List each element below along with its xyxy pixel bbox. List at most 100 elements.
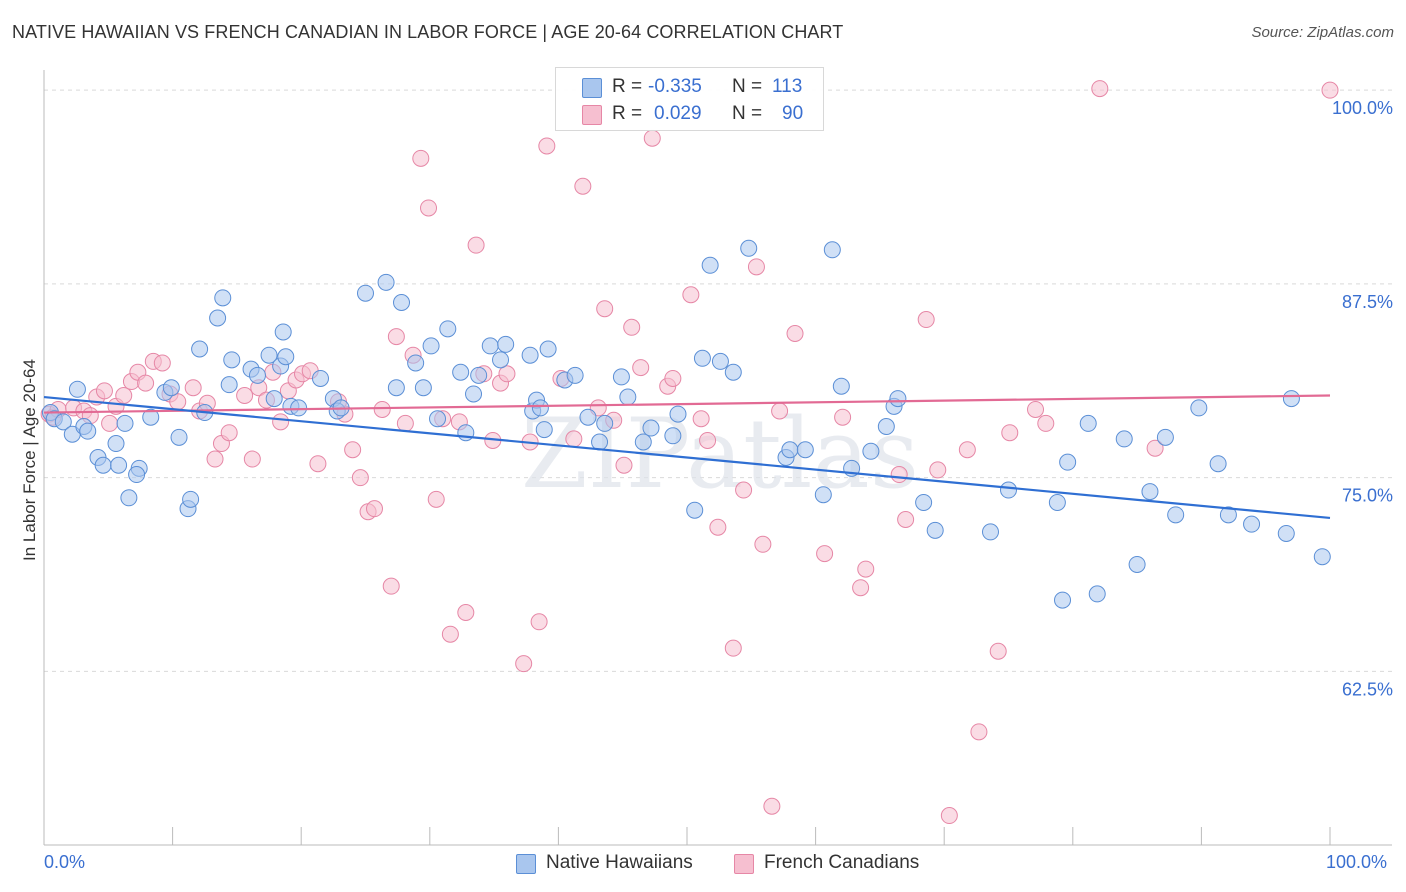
native-hawaiian-point (612, 368, 630, 386)
legend-r-value: -0.335 (648, 76, 702, 97)
french-canadian-point (692, 410, 710, 428)
french-canadian-point (890, 466, 908, 484)
french-canadian-point (699, 431, 717, 449)
native-hawaiian-point (1277, 524, 1295, 542)
x-tick-label-max: 100.0% (1326, 852, 1388, 872)
native-hawaiian-point (1167, 506, 1185, 524)
french-canadian-point (184, 379, 202, 397)
native-hawaiian-point (915, 493, 933, 511)
french-canadian-point (382, 577, 400, 595)
legend-swatch-blue (582, 78, 602, 98)
native-hawaiian-point (1000, 481, 1017, 499)
native-hawaiian-point (170, 428, 188, 446)
native-hawaiian-point (832, 377, 850, 395)
native-hawaiian-point (1219, 506, 1237, 524)
french-canadian-point (565, 430, 583, 448)
native-hawaiian-point (492, 351, 510, 369)
french-canadian-point (664, 369, 682, 387)
french-canadian-point (643, 129, 661, 147)
french-canadian-point (309, 455, 327, 473)
native-hawaiian-point (429, 410, 447, 428)
native-hawaiian-point (724, 363, 742, 381)
native-hawaiian-point (209, 309, 227, 327)
x-tick-label-min: 0.0% (44, 852, 86, 872)
native-hawaiian-point (1054, 591, 1072, 609)
native-hawaiian-point (1048, 493, 1066, 511)
french-canadian-point (137, 374, 155, 392)
french-canadian-point (834, 408, 852, 426)
native-hawaiian-point (470, 366, 488, 384)
native-hawaiian-point (686, 501, 704, 519)
native-hawaiian-point (120, 489, 138, 507)
native-hawaiian-point (566, 366, 584, 384)
native-hawaiian-point (481, 337, 499, 355)
legend-r-label: R = (612, 76, 643, 97)
native-hawaiian-point (110, 456, 128, 474)
french-canadian-point (153, 354, 171, 372)
native-hawaiian-point (740, 239, 758, 257)
french-canadian-point (1321, 81, 1339, 99)
french-canadian-point (366, 500, 384, 518)
native-hawaiian-point (452, 363, 470, 381)
french-canadian-point (206, 450, 224, 468)
native-hawaiian-point (814, 486, 832, 504)
french-canadian-point (724, 639, 742, 657)
native-hawaiian-point (664, 427, 682, 445)
native-hawaiian-point (889, 390, 907, 408)
legend-n-value: 113 (772, 76, 803, 97)
french-canadian-point (427, 490, 445, 508)
native-hawaiian-point (414, 379, 432, 397)
native-hawaiian-point (274, 323, 292, 341)
french-canadian-point (373, 400, 391, 418)
french-canadian-point (530, 613, 548, 631)
french-canadian-point (771, 402, 789, 420)
french-canadian-point (709, 518, 727, 536)
native-hawaiian-point (1128, 555, 1146, 573)
french-canadian-point (115, 387, 133, 404)
french-canadian-point (940, 807, 958, 825)
french-canadian-point (457, 604, 475, 621)
french-canadian-point (754, 535, 772, 553)
native-hawaiian-point (591, 433, 609, 451)
native-hawaiian-point (521, 346, 539, 364)
french-canadian-point (786, 325, 804, 342)
french-canadian-point (816, 545, 834, 563)
native-hawaiian-point (260, 346, 278, 364)
french-canadian-point (1091, 80, 1109, 98)
native-hawaiian-point (223, 351, 241, 369)
stats-legend: R = -0.335 N = 113 R = 0.029 N = 90 (555, 67, 824, 131)
native-hawaiian-point (531, 399, 549, 417)
native-hawaiian-point (214, 289, 232, 307)
native-hawaiian-point (162, 379, 180, 397)
native-hawaiian-point (248, 366, 266, 384)
french-canadian-point (441, 625, 459, 643)
french-canadian-point (101, 414, 119, 432)
legend-r-label: R = (612, 103, 643, 124)
native-hawaiian-point (377, 273, 395, 291)
french-canadian-point (958, 441, 976, 459)
trend-lines (43, 394, 1331, 520)
native-hawaiian-point (393, 294, 411, 311)
french-canadian-point (236, 387, 254, 404)
french-canadian-point (1146, 439, 1164, 457)
french-canadian-point (763, 797, 781, 815)
native-hawaiian-point (311, 369, 329, 387)
native-hawaiian-point (642, 419, 660, 437)
native-hawaiian-point (981, 523, 999, 541)
french-canadian-point (989, 642, 1007, 660)
french-canadian-point (917, 311, 935, 329)
native-hawaiian-point (107, 435, 125, 453)
legend-n-value: 90 (782, 103, 804, 124)
native-hawaiian-point (823, 241, 841, 259)
french-canadian-point (220, 424, 238, 442)
native-hawaiian-point (265, 390, 283, 408)
french-canadian-point (396, 414, 414, 432)
legend-n-label: N = (732, 103, 763, 124)
native-hawaiian-point (1313, 548, 1331, 566)
native-hawaiian-point (1115, 430, 1133, 448)
native-hawaiian-point (711, 352, 729, 370)
native-hawaiian-point (669, 405, 687, 423)
y-tick-label: 75.0% (1342, 486, 1393, 506)
native-hawaiian-point (422, 337, 440, 355)
